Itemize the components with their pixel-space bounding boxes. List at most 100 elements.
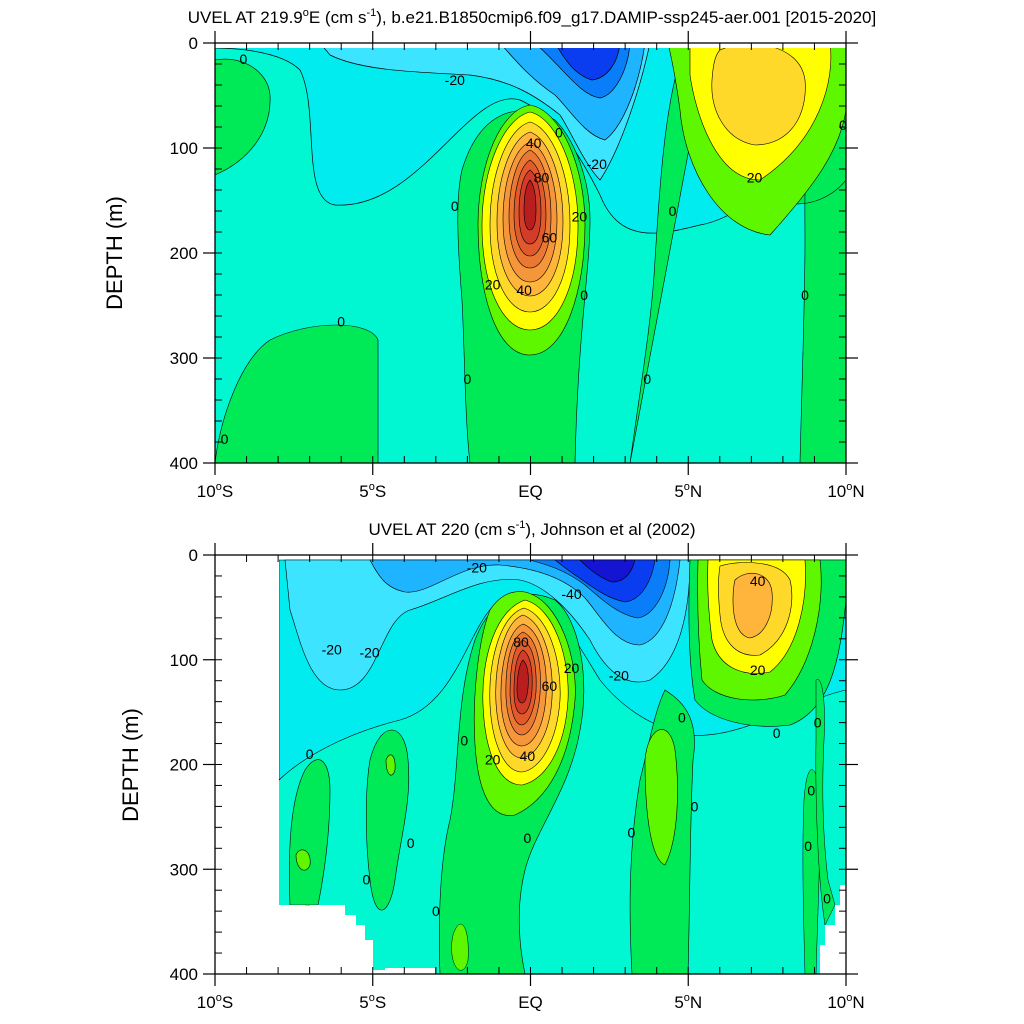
panel-1-y-axis-label: DEPTH (m) [102, 196, 127, 310]
contour-label: 0 [306, 746, 314, 762]
contour-label: 0 [363, 872, 371, 888]
contour-label: 0 [801, 287, 809, 303]
contour-label: 0 [678, 709, 686, 725]
contour-label: 0 [691, 798, 699, 814]
contour-label: 0 [432, 903, 440, 919]
contour-label: 20 [485, 277, 501, 293]
panel-2-band-10-left-b [385, 754, 396, 776]
contour-label: 0 [814, 715, 822, 731]
panel-2-band-0-10-far-right [802, 769, 820, 974]
y-tick-label: 100 [170, 139, 198, 158]
contour-label: 0 [221, 431, 229, 447]
x-tick-label: 10oS [197, 481, 233, 501]
contour-label: 0 [451, 198, 459, 214]
contour-label: 40 [526, 135, 542, 151]
contour-label: 0 [773, 725, 781, 741]
contour-label: 20 [564, 660, 580, 676]
contour-label: 0 [460, 732, 468, 748]
contour-label: 60 [542, 678, 558, 694]
contour-label: -20 [445, 72, 465, 88]
panel-2-y-axis-label: DEPTH (m) [118, 708, 143, 822]
panel-2-band-10-right-col [644, 729, 678, 866]
contour-label: -20 [587, 156, 607, 172]
y-tick-label: 0 [189, 34, 198, 53]
contour-label: 0 [555, 124, 563, 140]
x-tick-label: 5oN [674, 481, 702, 501]
contour-label: 0 [823, 891, 831, 907]
panel-1-band-neg50 [554, 43, 621, 81]
contour-label: 0 [523, 830, 531, 846]
contour-label: 20 [750, 662, 766, 678]
panel-2-title: UVEL AT 220 (cm s-1), Johnson et al (200… [369, 519, 696, 539]
panel-2-band-0-10-edge-right [815, 679, 836, 926]
contour-label: 0 [239, 51, 247, 67]
panel-1-title: UVEL AT 219.9oE (cm s-1), b.e21.B1850cmi… [188, 7, 876, 27]
contour-label: 0 [839, 117, 847, 133]
contour-label: 60 [542, 229, 558, 245]
contour-label: -20 [609, 667, 629, 683]
panel-1-band-0-10-left-top [215, 58, 271, 176]
panel-2-field [215, 555, 846, 974]
x-tick-label: EQ [518, 482, 543, 501]
panel-2-band-neg60 [579, 559, 636, 583]
y-tick-label: 400 [170, 454, 198, 473]
contour-label: -40 [561, 586, 581, 602]
panel-2-band-40-right-jet [732, 572, 773, 639]
contour-label: 0 [669, 203, 677, 219]
panel-1-band-90-euc [523, 179, 537, 231]
x-tick-label: 10oS [197, 992, 233, 1012]
panel-1-band-0-10-left-bottom [215, 324, 379, 463]
panel-1-field [215, 43, 846, 463]
panel-1-x-ticks: 10oS 5oS EQ 5oN 10oN [197, 31, 865, 501]
contour-label: 0 [804, 838, 812, 854]
contour-label: 20 [485, 751, 501, 767]
x-tick-label: 10oN [827, 481, 864, 501]
contour-label: 0 [337, 313, 345, 329]
contour-label: 0 [628, 825, 636, 841]
panel-2-band-90-euc [516, 659, 529, 704]
contour-label: 40 [516, 282, 532, 298]
panel-2: UVEL AT 220 (cm s-1), Johnson et al (200… [118, 519, 865, 1012]
y-tick-label: 0 [189, 546, 198, 565]
x-tick-label: 5oS [359, 992, 386, 1012]
x-tick-label: 5oS [359, 481, 386, 501]
x-tick-label: 5oN [674, 992, 702, 1012]
panel-2-no-data-mask [215, 555, 846, 974]
contour-label: 80 [513, 634, 529, 650]
panel-2-band-10-left-a [295, 849, 311, 871]
contour-label: -20 [467, 560, 487, 576]
panel-1-minor-ticks [214, 42, 847, 464]
panel-2-band-0-10-left-b [365, 729, 410, 911]
contour-label: 40 [520, 748, 536, 764]
panel-1-contour-labels: 0 -20 0 40 -20 80 20 0 20 0 0 60 20 40 0 0 0 0 0 0 [221, 51, 847, 447]
y-tick-label: 300 [170, 860, 198, 879]
panel-2-band-10-center-lower [451, 923, 469, 971]
panel-1: UVEL AT 219.9oE (cm s-1), b.e21.B1850cmi… [102, 7, 876, 501]
contour-label: -20 [322, 641, 342, 657]
y-tick-label: 300 [170, 349, 198, 368]
contour-label: 0 [643, 371, 651, 387]
panel-2-band-0-10-left-a [289, 759, 331, 906]
contour-label: 0 [464, 371, 472, 387]
contour-label: 40 [750, 573, 766, 589]
y-tick-label: 100 [170, 651, 198, 670]
panel-2-contour-labels: -20 -40 40 80 -20 -20 20 60 -20 20 0 0 0 0 0 20 40 0 0 0 0 0 0… [306, 560, 831, 920]
y-tick-label: 400 [170, 965, 198, 984]
panel-2-x-ticks: 10oS 5oS EQ 5oN 10oN [197, 543, 865, 1012]
contour-label: 20 [572, 208, 588, 224]
panel-1-band-30-right-jet [711, 43, 806, 146]
panel-2-minor-ticks [214, 554, 847, 975]
x-tick-label: EQ [518, 993, 543, 1012]
contour-label: 0 [407, 835, 415, 851]
contour-label: 0 [580, 287, 588, 303]
x-tick-label: 10oN [827, 992, 864, 1012]
contour-label: 80 [534, 169, 550, 185]
panel-2-bottom-gap [385, 968, 435, 974]
contour-label: 0 [807, 783, 815, 799]
contour-label: -20 [359, 644, 379, 660]
y-tick-label: 200 [170, 244, 198, 263]
y-tick-label: 200 [170, 756, 198, 775]
